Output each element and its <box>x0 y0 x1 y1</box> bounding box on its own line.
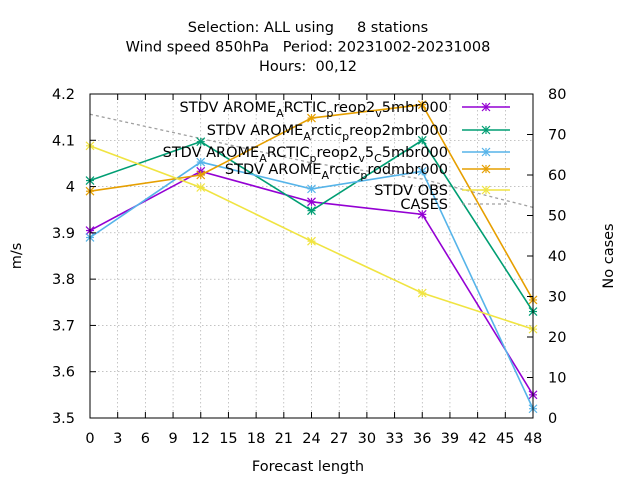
y-tick-label: 3.6 <box>52 365 75 381</box>
legend-label: CASES <box>400 197 448 213</box>
x-tick-label: 33 <box>385 431 403 447</box>
x-tick-label: 42 <box>468 431 486 447</box>
data-point <box>417 209 427 219</box>
x-tick-label: 6 <box>141 431 150 447</box>
x-tick-label: 9 <box>168 431 177 447</box>
data-point <box>307 197 316 207</box>
series-5 <box>85 141 538 334</box>
data-point <box>196 157 206 167</box>
chart-title-line: Selection: ALL using 8 stations <box>188 20 429 36</box>
x-tick-label: 18 <box>247 431 265 447</box>
x-tick-label: 0 <box>85 431 94 447</box>
series-layer <box>85 100 538 414</box>
legend-label: STDV OBS <box>374 183 448 199</box>
legend-entry: STDV AROMEArcticprodmbr000 <box>225 162 510 182</box>
x-tick-label: 21 <box>275 431 293 447</box>
legend-label: STDV AROMEArcticprodmbr000 <box>225 162 448 182</box>
y2-tick-label: 70 <box>548 128 566 144</box>
x-tick-label: 12 <box>192 431 210 447</box>
x-tick-label: 48 <box>524 431 542 447</box>
legend-entry: STDV AROMEARCTICpreop2v5mbr000 <box>180 100 510 120</box>
legend-entry: STDV OBS <box>374 183 510 199</box>
y2-tick-label: 30 <box>548 290 566 306</box>
legend-label: STDV AROMEARCTICpreop2v5C5mbr000 <box>163 145 448 165</box>
series-2 <box>85 135 538 316</box>
x-axis-label: Forecast length <box>252 459 364 475</box>
data-point <box>417 135 427 145</box>
x-tick-label: 15 <box>219 431 237 447</box>
data-point <box>307 236 316 246</box>
y2-tick-label: 80 <box>548 87 566 103</box>
legend-marker <box>481 102 491 112</box>
x-tick-label: 3 <box>113 431 122 447</box>
grid <box>90 94 533 418</box>
axis-ticks: 0 3 6 9 12 15 18 21 24 27 30 33 36 39 42 45 483.53.63.73… <box>52 87 567 447</box>
data-point <box>307 206 316 216</box>
y2-tick-label: 50 <box>548 209 566 225</box>
legend-label: STDV AROMEArcticpreop2mbr000 <box>207 123 448 143</box>
x-tick-label: 39 <box>441 431 459 447</box>
x-tick-label: 36 <box>413 431 431 447</box>
legend-entry: STDV AROMEARCTICpreop2v5C5mbr000 <box>163 145 510 165</box>
x-tick-label: 24 <box>302 431 320 447</box>
y-tick-label: 3.9 <box>52 226 75 242</box>
data-point <box>307 184 316 194</box>
y-tick-label: 3.8 <box>52 272 75 288</box>
legend-marker <box>481 185 491 195</box>
y2-tick-label: 60 <box>548 168 566 184</box>
y-axis-label: m/s <box>9 243 25 270</box>
legend-label: STDV AROMEARCTICpreop2v5mbr000 <box>180 100 448 120</box>
chart-title-line: Hours: 00,12 <box>259 59 357 75</box>
data-point <box>196 183 206 192</box>
legend-marker <box>481 164 491 174</box>
data-point <box>196 170 206 180</box>
chart-title-line: Wind speed 850hPa Period: 20231002-20231… <box>126 40 491 56</box>
y-tick-label: 3.7 <box>52 318 75 334</box>
legend-entry-cases: CASES <box>400 197 510 213</box>
data-point <box>307 113 316 123</box>
y-tick-label: 4.2 <box>52 87 75 103</box>
y2-axis-label: No cases <box>601 223 617 288</box>
y-tick-label: 3.5 <box>52 411 75 427</box>
legend-entry: STDV AROMEArcticpreop2mbr000 <box>207 123 510 143</box>
y2-tick-label: 0 <box>548 411 557 427</box>
data-point <box>417 288 427 298</box>
data-point <box>196 137 206 147</box>
y-tick-label: 4.1 <box>52 133 75 149</box>
y-tick-label: 4 <box>66 180 75 196</box>
legend-marker <box>481 147 491 157</box>
data-point <box>417 100 427 110</box>
x-tick-label: 30 <box>358 431 376 447</box>
x-tick-label: 45 <box>496 431 514 447</box>
y2-tick-label: 10 <box>548 371 566 387</box>
x-tick-label: 27 <box>330 431 348 447</box>
y2-tick-label: 20 <box>548 330 566 346</box>
legend-marker <box>481 125 491 135</box>
data-point <box>417 166 427 176</box>
y2-tick-label: 40 <box>548 249 566 265</box>
legend: STDV AROMEARCTICpreop2v5mbr000 STDV AROME… <box>163 100 510 213</box>
chart-title: Selection: ALL using 8 stations Wind spee… <box>126 20 491 75</box>
